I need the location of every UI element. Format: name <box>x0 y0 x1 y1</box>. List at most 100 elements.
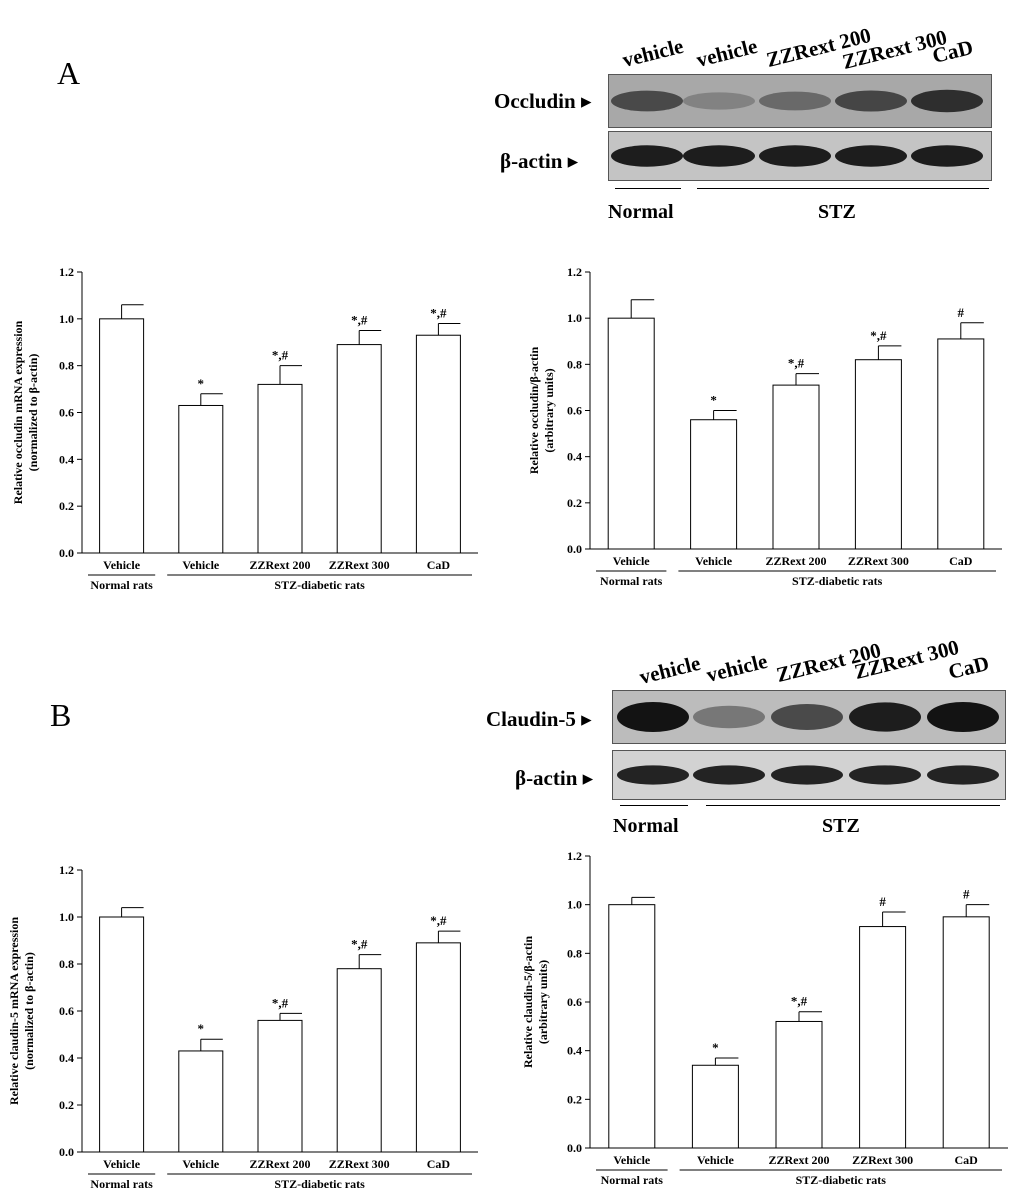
bar <box>99 318 145 554</box>
y-tick-label: 0.8 <box>59 359 74 373</box>
significance-label: * <box>710 393 717 408</box>
blot-band <box>611 90 683 112</box>
blot-band <box>911 145 983 167</box>
significance-label: *,# <box>430 913 447 928</box>
y-tick-label: 1.2 <box>59 265 74 279</box>
y-tick-label: 0.2 <box>59 499 74 513</box>
y-axis-label: (normalized to β-actin) <box>22 952 36 1070</box>
blot-band <box>611 145 683 167</box>
bar <box>942 916 990 1149</box>
blot-band <box>759 91 831 111</box>
blot-b-bands-2 <box>617 765 999 785</box>
blot-b-row-label-1: Claudin-5 ▸ <box>486 707 592 731</box>
x-tick-label: CaD <box>427 1157 451 1171</box>
blot-a-membrane-2 <box>608 131 992 181</box>
bar <box>99 916 145 1153</box>
bar <box>775 1020 823 1149</box>
blot-b-group-normal: Normal <box>613 815 679 837</box>
y-tick-label: 1.2 <box>567 265 582 279</box>
group-label: STZ-diabetic rats <box>796 1173 887 1187</box>
significance-label: * <box>712 1040 719 1055</box>
bar <box>691 1064 739 1149</box>
significance-label: *,# <box>870 328 887 343</box>
panel-letter-a: A <box>57 55 81 91</box>
y-tick-label: 0.8 <box>567 946 582 960</box>
bar <box>257 383 303 554</box>
y-tick-label: 0.0 <box>567 542 582 556</box>
x-tick-label: Vehicle <box>695 554 733 568</box>
blot-band <box>771 765 843 785</box>
bar <box>336 968 382 1153</box>
x-tick-label: ZZRext 200 <box>250 1157 311 1171</box>
bar <box>937 338 985 550</box>
significance-label: *,# <box>788 356 805 371</box>
blot-a-normal-underline <box>615 188 681 189</box>
y-tick-label: 0.4 <box>59 1051 74 1065</box>
y-tick-label: 1.0 <box>59 312 74 326</box>
significance-label: # <box>879 894 886 909</box>
blot-a-bands-1 <box>611 89 983 113</box>
blot-b-bands-1 <box>617 702 999 732</box>
significance-label: # <box>963 887 970 902</box>
x-tick-label: ZZRext 200 <box>769 1153 830 1167</box>
x-tick-label: ZZRext 300 <box>852 1153 913 1167</box>
y-tick-label: 0.6 <box>567 995 582 1009</box>
significance-label: *,# <box>351 313 368 328</box>
panel-letter-b: B <box>50 697 72 733</box>
blot-band <box>927 702 999 732</box>
y-axis-label: Relative occludin mRNA expression <box>11 320 25 504</box>
bar <box>336 344 382 554</box>
significance-label: *,# <box>272 348 289 363</box>
group-label: STZ-diabetic rats <box>274 1177 365 1191</box>
bar <box>257 1019 303 1153</box>
x-tick-label: CaD <box>955 1153 979 1167</box>
blot-band <box>617 702 689 732</box>
significance-label: *,# <box>351 937 368 952</box>
blot-b-normal-underline <box>620 805 688 806</box>
blot-b-group-stz: STZ <box>822 815 860 837</box>
y-tick-label: 0.8 <box>59 957 74 971</box>
blot-b-row-label-2: β-actin ▸ <box>515 766 594 790</box>
group-label: Normal rats <box>600 574 663 588</box>
group-label: Normal rats <box>601 1173 664 1187</box>
significance-label: * <box>198 376 205 391</box>
y-tick-label: 0.4 <box>59 452 74 466</box>
x-tick-label: Vehicle <box>103 558 141 572</box>
blot-b-stz-underline <box>706 805 1000 806</box>
x-tick-label: Vehicle <box>613 1153 651 1167</box>
blot-band <box>911 89 983 113</box>
x-tick-label: Vehicle <box>613 554 651 568</box>
y-tick-label: 0.0 <box>567 1141 582 1155</box>
blot-band <box>835 90 907 112</box>
bar <box>178 404 224 554</box>
significance-label: # <box>958 305 965 320</box>
y-axis-label: (normalized to β-actin) <box>26 354 40 472</box>
y-tick-label: 0.2 <box>59 1098 74 1112</box>
x-tick-label: CaD <box>949 554 973 568</box>
bar <box>415 334 461 554</box>
y-tick-label: 1.2 <box>567 849 582 863</box>
y-axis-label: Relative claudin-5 mRNA expression <box>7 917 21 1105</box>
blot-a-stz-underline <box>697 188 989 189</box>
significance-label: *,# <box>430 306 447 321</box>
blot-band <box>683 145 755 167</box>
y-axis-label: Relative claudin-5/β-actin <box>521 936 535 1068</box>
bar <box>607 317 655 550</box>
blot-band <box>683 92 755 110</box>
chart-occludin-mrna: 0.0 0.2 0.4 0.6 0.8 1.0 1.2 Relative occludin m… <box>11 265 478 592</box>
group-label: Normal rats <box>90 1177 153 1191</box>
y-tick-label: 0.0 <box>59 546 74 560</box>
bar <box>415 942 461 1153</box>
blot-band <box>849 702 921 732</box>
x-tick-label: CaD <box>427 558 451 572</box>
significance-label: *,# <box>791 994 808 1009</box>
y-axis-label: (arbitrary units) <box>536 960 550 1044</box>
group-label: STZ-diabetic rats <box>274 578 365 592</box>
blot-b-lane-label-1: vehicle <box>636 650 703 690</box>
significance-label: * <box>198 1021 205 1036</box>
significance-label: *,# <box>272 995 289 1010</box>
bar <box>690 419 738 550</box>
y-tick-label: 0.8 <box>567 357 582 371</box>
blot-a-lane-label-2: vehicle <box>693 33 760 73</box>
blot-a-row-label-2: β-actin ▸ <box>500 149 579 173</box>
